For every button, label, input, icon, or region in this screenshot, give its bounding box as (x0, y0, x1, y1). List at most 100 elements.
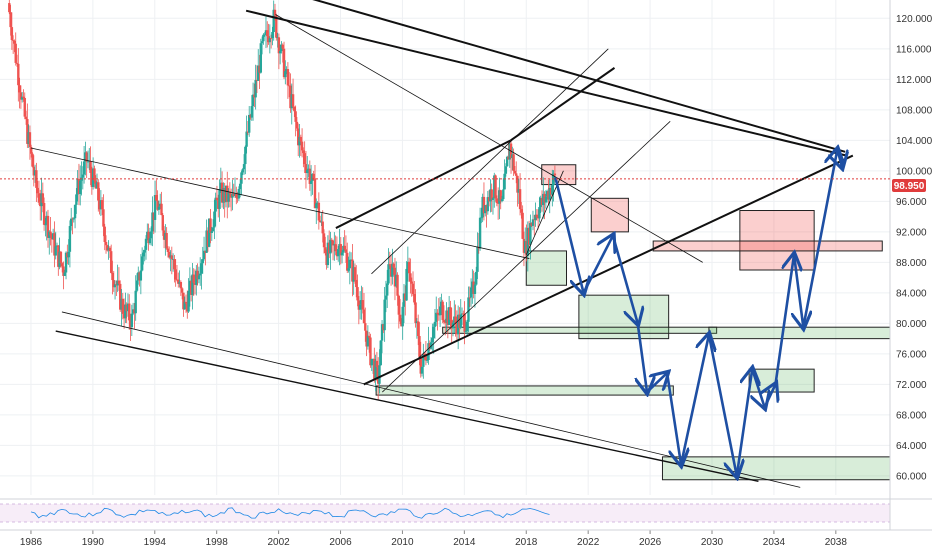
candle-body (245, 131, 248, 147)
candle-body (62, 266, 65, 276)
projection-arrow (645, 373, 667, 394)
candle-body (299, 136, 302, 142)
current-price-badge (892, 179, 926, 192)
candle-body (173, 259, 176, 270)
candle-body (431, 338, 434, 343)
candle-body (36, 187, 39, 194)
y-tick-label: 88.000 (896, 258, 927, 269)
candle-body (384, 295, 388, 300)
candle-body (214, 197, 217, 212)
candle-body (445, 310, 448, 323)
candle-body (302, 150, 305, 154)
candle-body (456, 314, 460, 335)
candle-body (259, 43, 263, 73)
candle-body (51, 233, 55, 240)
y-tick-label: 84.000 (896, 288, 927, 299)
candle-body (28, 132, 32, 148)
candle-body (441, 301, 444, 321)
candle-body (475, 271, 478, 285)
candle-body (130, 313, 134, 328)
candle-body (516, 175, 519, 193)
candle-body (312, 173, 315, 179)
candle-body (320, 221, 323, 223)
candle-body (147, 231, 150, 244)
candle-body (27, 132, 30, 144)
candle-body (258, 65, 261, 73)
candle-body (107, 247, 110, 251)
candle-body (75, 194, 78, 205)
candle-body (160, 203, 163, 216)
candle-body (297, 128, 300, 146)
candle-body (410, 281, 413, 284)
candle-body (227, 191, 230, 202)
candle-body (217, 200, 220, 209)
candle-body (353, 267, 357, 280)
candle-body (396, 274, 399, 296)
candle-body (281, 44, 284, 49)
y-tick-label: 100.000 (896, 166, 932, 177)
candle-body (66, 252, 69, 258)
candle-body (138, 272, 141, 281)
candle-body (387, 264, 390, 284)
candle-body (366, 335, 370, 347)
candle-body (472, 281, 475, 294)
candle-body (427, 343, 430, 360)
candle-body (246, 131, 250, 133)
candle-body (94, 180, 97, 189)
candle-body (499, 190, 502, 202)
candle-body (264, 30, 268, 35)
candle-body (153, 194, 157, 220)
candle-body (423, 353, 426, 356)
candle-body (547, 191, 550, 200)
y-tick-label: 108.000 (896, 105, 932, 116)
candle-body (262, 34, 265, 42)
candle-body (117, 280, 121, 284)
candle-body (435, 312, 438, 322)
candle-body (400, 321, 403, 327)
candle-body (242, 164, 246, 170)
candle-body (215, 197, 219, 201)
candle-body (135, 280, 139, 291)
projection-arrow (638, 322, 647, 392)
candle-body (257, 65, 260, 81)
candle-body (507, 156, 510, 160)
candle-body (543, 193, 546, 203)
candle-body (444, 322, 447, 324)
candle-body (161, 215, 164, 231)
candle-body (71, 218, 74, 220)
candle-body (219, 182, 223, 190)
candle-body (82, 161, 86, 175)
candle-body (436, 312, 439, 315)
candle-body (232, 193, 235, 196)
candle-body (55, 245, 59, 247)
candle-body (282, 48, 286, 78)
x-tick-label: 2018 (515, 537, 538, 548)
candle-body (95, 182, 99, 189)
candle-body (542, 193, 545, 206)
candle-body (503, 173, 506, 190)
candle-body (248, 114, 251, 133)
trendline (30, 147, 530, 259)
candle-body (178, 281, 181, 284)
candle-body (393, 267, 397, 287)
candle-body (126, 303, 130, 312)
candle-body (454, 316, 457, 324)
candle-body (8, 3, 11, 13)
candle-body (111, 272, 114, 281)
candle-body (429, 342, 433, 349)
candle-body (468, 297, 471, 299)
candle-body (17, 63, 20, 86)
candle-body (240, 172, 243, 184)
candle-body (290, 94, 293, 109)
candle-body (263, 34, 266, 36)
candle-body (418, 336, 421, 357)
candle-body (70, 218, 73, 227)
candle-body (334, 244, 337, 252)
candle-body (449, 307, 452, 320)
candle-body (326, 242, 330, 266)
candle-body (149, 231, 153, 239)
candle-body (480, 217, 483, 219)
candle-body (482, 196, 486, 214)
